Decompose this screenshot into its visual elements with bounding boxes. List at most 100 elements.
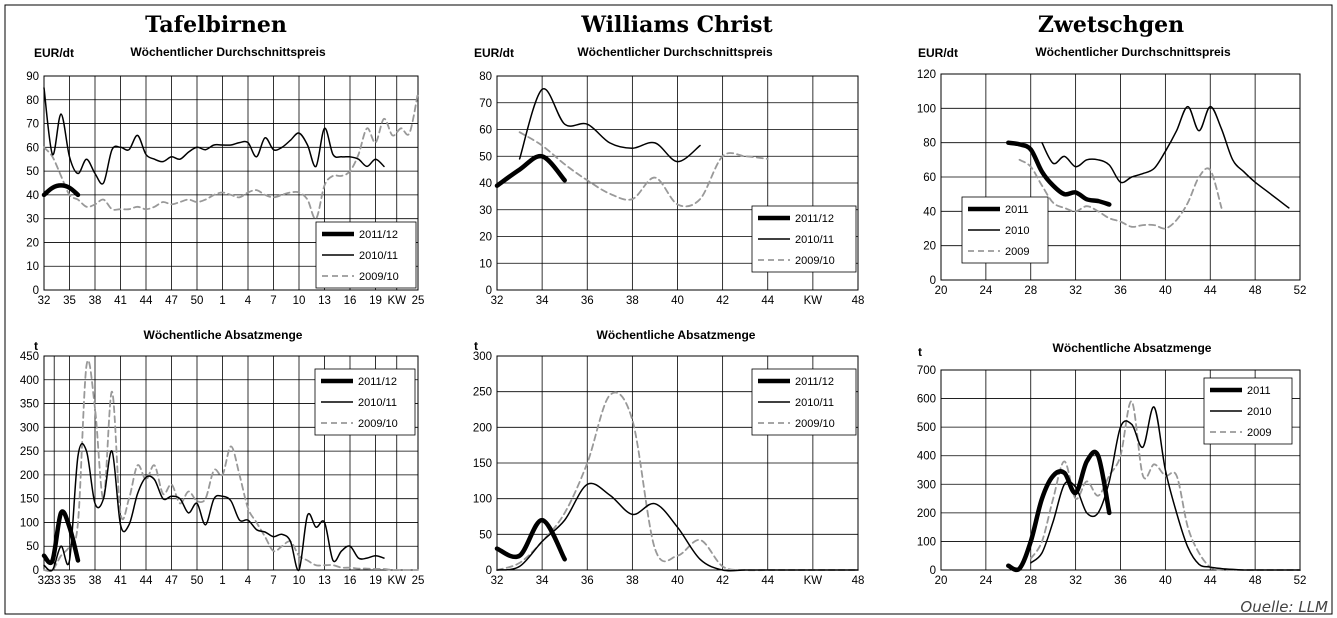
x-tick-label: 40	[1159, 285, 1172, 297]
x-tick-label: 34	[536, 295, 549, 307]
series-line-2010-11	[43, 87, 385, 185]
y-tick-label: 50	[479, 151, 492, 163]
legend-label: 2010/11	[795, 397, 834, 409]
x-tick-label: 41	[114, 295, 127, 307]
y-tick-label: 350	[20, 399, 39, 411]
legend-label: 2009/10	[795, 255, 835, 267]
y-tick-label: 50	[479, 529, 492, 541]
y-tick-label: 0	[486, 285, 492, 297]
chart-title: Zwetschgen	[1038, 12, 1184, 38]
chart-panels: Tafelbirnen Wöchentlicher Durchschnittspr…	[20, 12, 1307, 587]
chart-subtitle: Wöchentlicher Durchschnittspreis	[577, 45, 773, 59]
y-tick-label: 30	[26, 214, 39, 226]
x-tick-label: 34	[536, 575, 549, 587]
legend-label: 2011/12	[358, 376, 397, 388]
x-tick-label: 42	[716, 295, 729, 307]
legend-label: 2009/10	[358, 418, 398, 430]
y-axis-unit: EUR/dt	[918, 46, 958, 60]
y-tick-label: 100	[917, 103, 936, 115]
series-line-2009-10	[43, 91, 419, 220]
x-tick-label: 35	[63, 575, 76, 587]
legend-label: 2010/11	[358, 397, 397, 409]
x-tick-label: 50	[191, 295, 204, 307]
y-tick-label: 30	[479, 205, 492, 217]
y-tick-label: 40	[26, 190, 39, 202]
y-tick-label: 70	[479, 98, 492, 110]
y-tick-label: 80	[479, 71, 492, 83]
figure-border	[4, 4, 1333, 615]
x-tick-label: 4	[245, 295, 252, 307]
series-line-2010-11	[43, 442, 385, 572]
y-axis-unit: t	[918, 345, 922, 359]
y-tick-label: 100	[473, 494, 492, 506]
y-axis-unit: t	[34, 339, 38, 353]
y-tick-label: 200	[20, 470, 39, 482]
y-tick-label: 600	[917, 394, 936, 406]
x-tick-label: 32	[38, 575, 51, 587]
legend-label: 2011/12	[359, 229, 398, 241]
series-line-2011-12	[41, 183, 81, 198]
series-line-2010	[1030, 406, 1301, 571]
x-tick-label: 1	[219, 575, 225, 587]
y-tick-label: 10	[479, 258, 492, 270]
x-tick-label: 36	[1114, 575, 1127, 587]
x-tick-label: 50	[191, 575, 204, 587]
x-tick-label: 52	[1294, 285, 1307, 297]
series-line-2011-12	[494, 153, 567, 188]
zw_price-chart: Zwetschgen Wöchentlicher Durchschnittspre…	[917, 12, 1307, 297]
y-tick-label: 70	[26, 119, 39, 131]
series-line-2011-12	[41, 509, 81, 566]
y-tick-label: 200	[917, 508, 936, 520]
y-axis-unit: EUR/dt	[474, 46, 514, 60]
legend-label: 2010	[1005, 225, 1029, 237]
legend-label: 2011/12	[795, 213, 834, 225]
x-tick-label: 13	[318, 575, 331, 587]
x-tick-label: 32	[491, 295, 504, 307]
x-tick-label: 25	[412, 575, 425, 587]
source-note: Ouelle: LLM	[1240, 598, 1328, 616]
chart-subtitle: Wöchentlicher Durchschnittspreis	[130, 45, 326, 59]
legend-label: 2009/10	[359, 271, 399, 283]
x-tick-label: 36	[1114, 285, 1127, 297]
x-tick-label: 38	[89, 575, 102, 587]
y-axis-unit: t	[474, 339, 478, 353]
y-tick-label: 90	[26, 71, 39, 83]
x-tick-label: 44	[761, 575, 774, 587]
x-tick-label: KW	[387, 575, 406, 587]
y-tick-label: 0	[930, 275, 936, 287]
y-tick-label: 100	[917, 536, 936, 548]
y-tick-label: 80	[26, 95, 39, 107]
x-tick-label: 44	[140, 295, 153, 307]
y-axis-unit: EUR/dt	[34, 46, 74, 60]
x-tick-label: 44	[1204, 285, 1217, 297]
series-line-2009	[1029, 400, 1301, 572]
y-tick-label: 0	[33, 565, 39, 577]
y-tick-label: 100	[20, 517, 39, 529]
x-tick-label: 32	[1069, 575, 1082, 587]
plot-area	[940, 73, 1301, 281]
x-tick-label: 10	[293, 575, 306, 587]
zw_vol-chart: Wöchentliche Absatzmenge t 0 100 200 300 400 50…	[917, 341, 1307, 587]
x-tick-label: 36	[581, 295, 594, 307]
x-tick-label: 1	[219, 295, 225, 307]
x-tick-label: 35	[63, 295, 76, 307]
x-tick-label: 48	[1249, 285, 1262, 297]
series-line-2011	[1006, 140, 1112, 207]
wc_vol-chart: Wöchentliche Absatzmenge t 0 50 100 150 200 250…	[473, 328, 865, 587]
x-tick-label: 40	[671, 575, 684, 587]
x-tick-label: 24	[979, 575, 992, 587]
x-tick-label: 19	[369, 295, 382, 307]
x-tick-label: 32	[491, 575, 504, 587]
series-line-2011	[1006, 449, 1112, 573]
y-tick-label: 60	[923, 172, 936, 184]
plot-area	[43, 355, 419, 571]
x-tick-label: 36	[581, 575, 594, 587]
y-tick-label: 500	[917, 422, 936, 434]
y-tick-label: 10	[26, 261, 39, 273]
x-tick-label: 52	[1294, 575, 1307, 587]
legend-label: 2010/11	[795, 234, 834, 246]
y-tick-label: 150	[473, 458, 492, 470]
x-tick-label: 25	[412, 295, 425, 307]
x-tick-label: 16	[344, 295, 357, 307]
